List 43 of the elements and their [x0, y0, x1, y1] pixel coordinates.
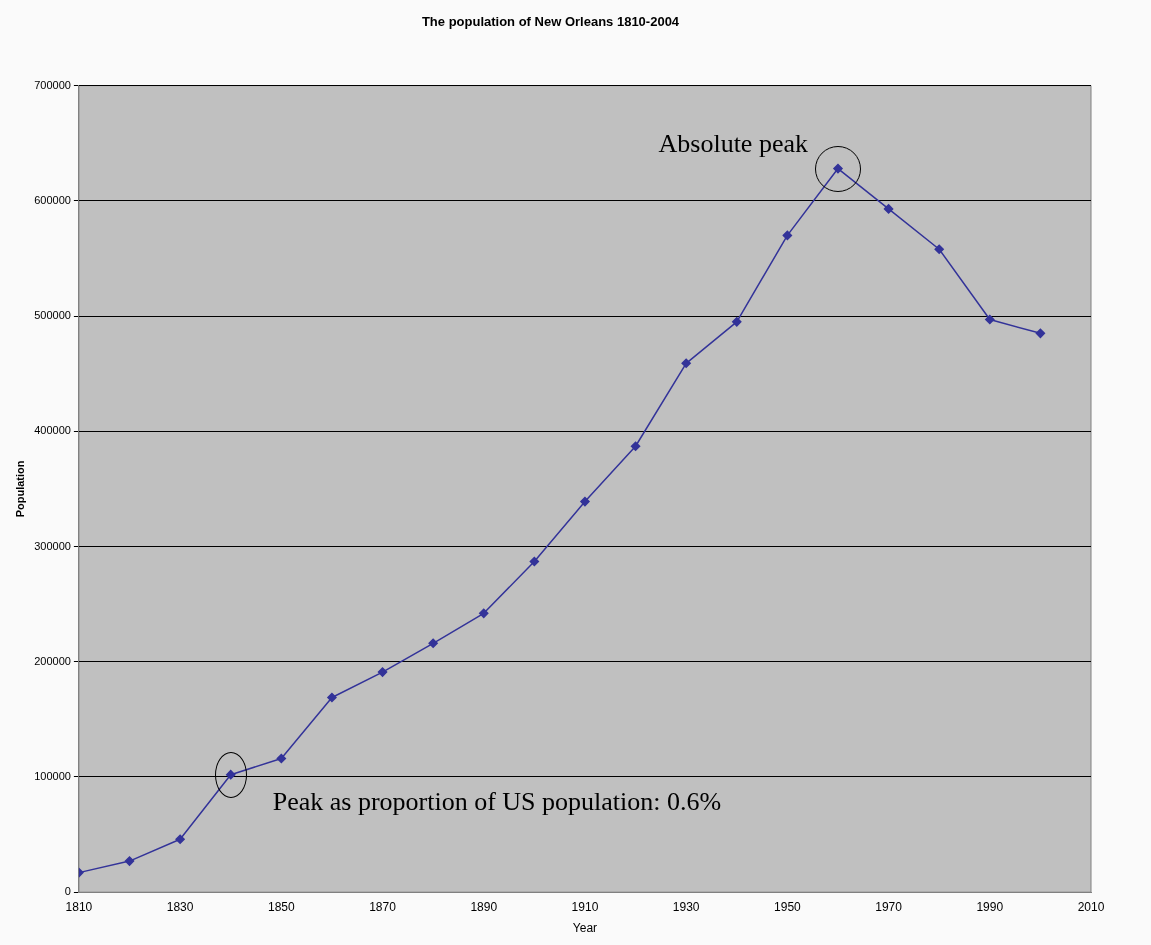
- x-tick-label: 1930: [672, 899, 700, 914]
- chart-title: The population of New Orleans 1810-2004: [421, 14, 680, 30]
- y-tick-label: 0: [64, 885, 71, 898]
- x-tick-label: 1810: [65, 899, 93, 914]
- point: [985, 314, 995, 325]
- point: [630, 441, 641, 452]
- y-tick-label: 100000: [34, 770, 71, 782]
- point: [580, 496, 590, 507]
- x-tick-label: 1990: [976, 899, 1004, 914]
- y-axis-title: Population: [13, 460, 26, 518]
- point: [478, 608, 489, 619]
- point: [1035, 328, 1046, 339]
- point: [428, 638, 438, 649]
- point: [883, 204, 894, 214]
- annotation: Absolute peak: [658, 129, 808, 159]
- y-tick-label: 500000: [34, 309, 71, 322]
- y-tick-label: 400000: [34, 424, 71, 437]
- x-tick-label: 1870: [369, 899, 397, 914]
- x-tick-label: 1910: [571, 899, 599, 914]
- point: [529, 556, 540, 567]
- y-tick-label: 700000: [34, 78, 71, 91]
- point: [276, 753, 287, 764]
- point: [225, 769, 236, 780]
- x-tick-label: 1850: [267, 899, 295, 914]
- point: [681, 358, 691, 369]
- x-axis-title: Year: [572, 921, 598, 936]
- point: [782, 230, 793, 241]
- point: [377, 667, 388, 677]
- point: [833, 163, 843, 174]
- point: [732, 317, 742, 327]
- x-tick-label: 1970: [875, 899, 903, 914]
- point: [934, 244, 944, 254]
- y-tick-label: 300000: [34, 539, 71, 552]
- x-tick-label: 2010: [1077, 899, 1105, 914]
- x-tick-label: 1950: [774, 899, 802, 914]
- point: [175, 834, 185, 844]
- y-tick-label: 200000: [34, 654, 71, 667]
- annotation: Peak as proportion of US population: 0.6%: [272, 787, 722, 817]
- x-tick-label: 1890: [470, 899, 498, 914]
- x-tick-label: 1830: [166, 899, 194, 914]
- point: [124, 856, 135, 866]
- point: [327, 692, 337, 703]
- y-tick-label: 600000: [34, 193, 71, 206]
